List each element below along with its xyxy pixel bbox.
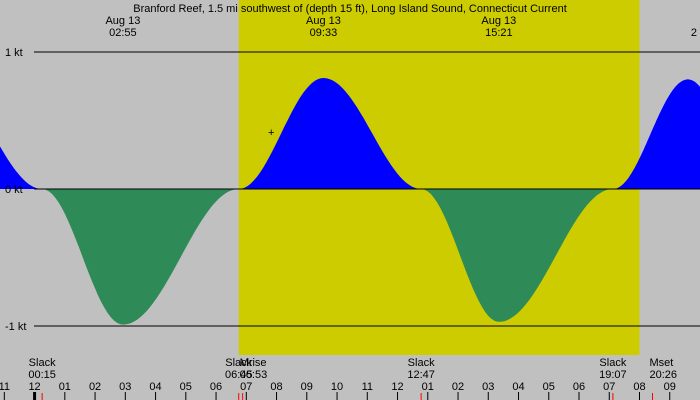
hour-label: 04: [149, 381, 161, 393]
slack-label: Slack: [225, 357, 252, 369]
moon-label: Mrise: [240, 357, 267, 369]
slack-label: Slack: [29, 357, 56, 369]
ebb-area: [421, 189, 613, 322]
hour-label: 06: [210, 381, 222, 393]
y-gridlines: 1 kt 0 kt -1 kt: [5, 47, 700, 333]
flood-area: [612, 79, 700, 189]
slack-time: 19:07: [599, 369, 627, 381]
hour-label: 07: [240, 381, 252, 393]
hour-label: 02: [452, 381, 464, 393]
hour-label: 09: [664, 381, 676, 393]
extremum-time: 02:55: [109, 27, 137, 39]
slack-time: 12:47: [407, 369, 435, 381]
chart-title: Branford Reef, 1.5 mi southwest of (dept…: [133, 3, 567, 15]
hour-label: 08: [633, 381, 645, 393]
hour-label: 09: [301, 381, 313, 393]
hour-label: 11: [0, 381, 10, 393]
ebb-area: [42, 189, 239, 325]
event-labels: Slack00:15Slack06:45Slack12:47Slack19:07…: [28, 357, 677, 400]
current-area-layer: [0, 78, 700, 325]
y-tick-label: 1 kt: [5, 47, 23, 59]
hour-label: 10: [331, 381, 343, 393]
hour-label: 02: [89, 381, 101, 393]
y-tick-label: -1 kt: [5, 321, 26, 333]
hour-label: 07: [603, 381, 615, 393]
moon-time: 20:26: [650, 369, 678, 381]
extremum-date: Aug 13: [306, 15, 341, 27]
moon-label: Mset: [650, 357, 674, 369]
hour-label: 04: [512, 381, 524, 393]
hour-label: 01: [422, 381, 434, 393]
extremum-date: Aug 13: [481, 15, 516, 27]
now-marker: +: [268, 127, 274, 139]
extremum-time: 2: [691, 27, 697, 39]
hour-label: 01: [59, 381, 71, 393]
hour-axis: 11 12 01 02 03 04 05 06 07 08 09 10 11 12 01 02 03 04 05 06…: [0, 381, 676, 400]
flood-area: [238, 78, 422, 189]
midnight-marker: [33, 392, 37, 400]
slack-label: Slack: [408, 357, 435, 369]
hour-label: 03: [119, 381, 131, 393]
moon-time: 06:53: [240, 369, 268, 381]
hour-label: 05: [180, 381, 192, 393]
hour-label: 08: [270, 381, 282, 393]
y-tick-label: 0 kt: [5, 184, 23, 196]
hour-label: 06: [573, 381, 585, 393]
hour-label: 03: [482, 381, 494, 393]
extremum-date: Aug 13: [105, 15, 140, 27]
extremum-time: 15:21: [485, 27, 513, 39]
slack-label: Slack: [599, 357, 626, 369]
extremum-time: 09:33: [310, 27, 338, 39]
hour-label: 05: [543, 381, 555, 393]
slack-time: 00:15: [28, 369, 56, 381]
slack-time: 06:45: [225, 369, 253, 381]
flood-area: [0, 146, 43, 189]
hour-label: 11: [362, 381, 373, 393]
hour-label: 12: [391, 381, 403, 393]
hour-label: 12: [28, 381, 40, 393]
